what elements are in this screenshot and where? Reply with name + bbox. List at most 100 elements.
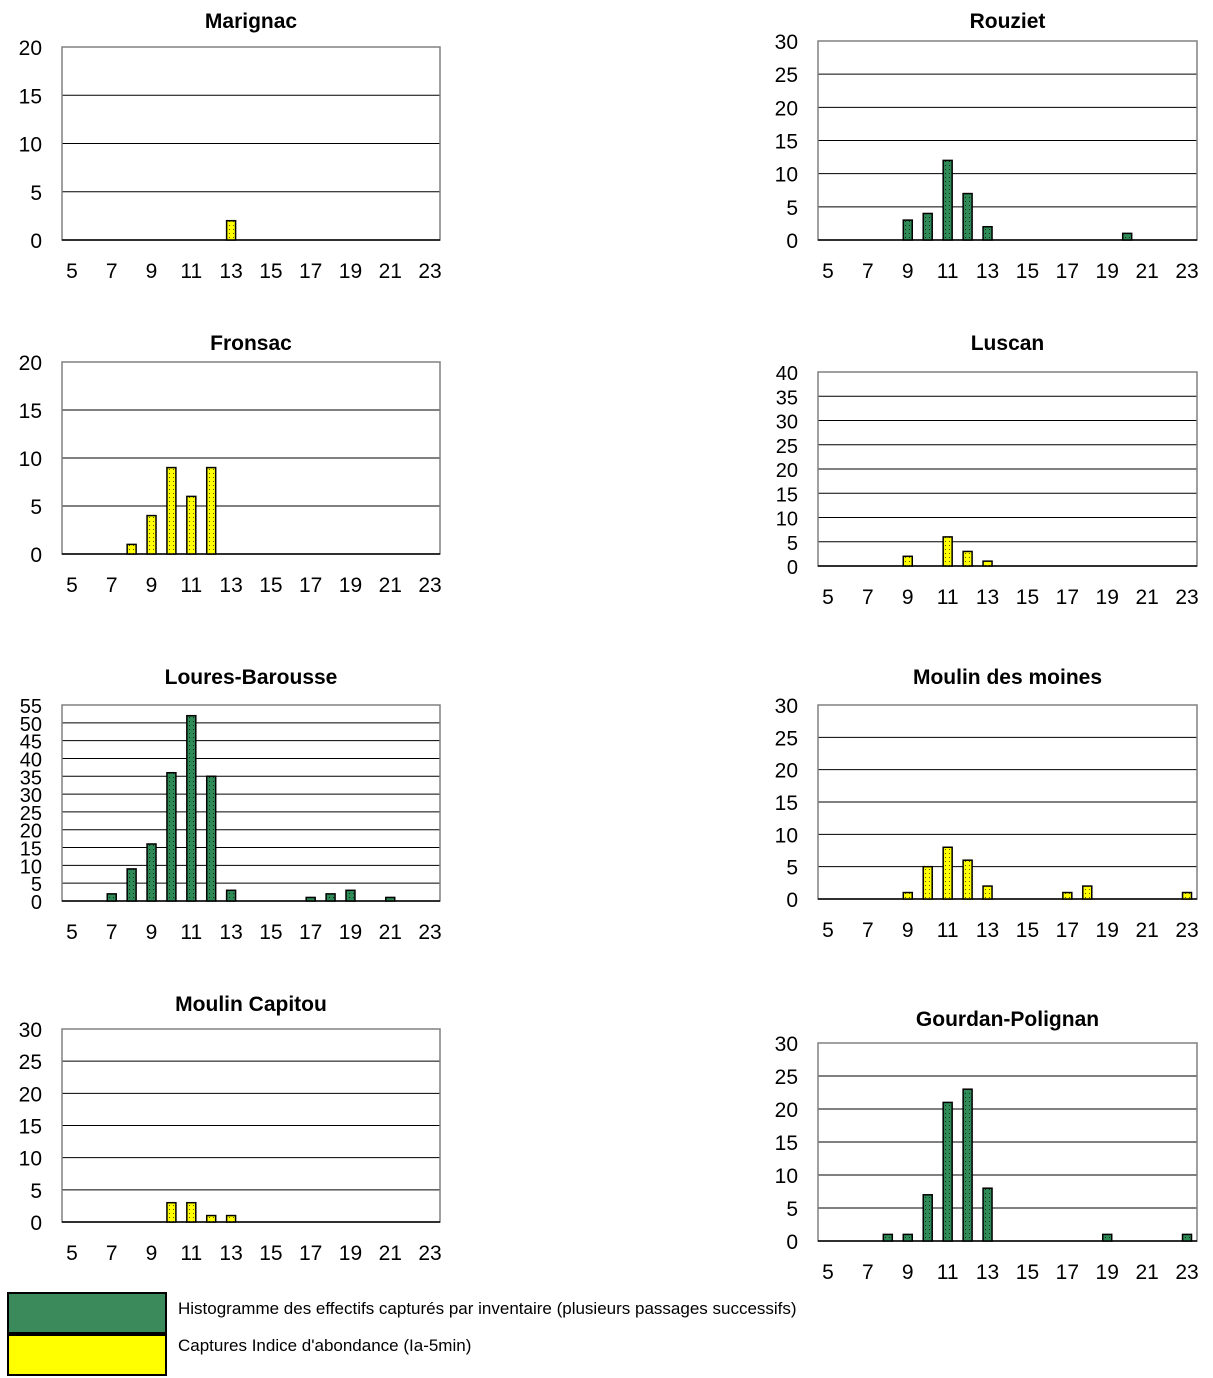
x-tick-label: 19 [339, 260, 362, 283]
bar [186, 714, 197, 902]
x-tick-label: 13 [976, 586, 999, 609]
y-tick-label: 25 [775, 1066, 798, 1089]
bar [1121, 232, 1133, 241]
bar [186, 495, 197, 555]
x-tick-label: 19 [339, 574, 362, 597]
y-tick-label: 5 [786, 197, 798, 220]
x-tick-label: 13 [976, 919, 999, 942]
bar [345, 889, 356, 902]
x-tick-label: 9 [902, 1261, 914, 1284]
y-tick-label: 10 [776, 509, 798, 531]
x-tick-label: 17 [1056, 260, 1079, 283]
legend: Histogramme des effectifs capturés par i… [0, 1290, 1213, 1378]
y-tick-label: 55 [20, 696, 42, 718]
x-tick-label: 19 [339, 921, 362, 944]
x-tick-label: 9 [146, 921, 158, 944]
chart-title: Moulin Capitou [175, 993, 327, 1016]
chart-title: Marignac [205, 10, 298, 33]
y-tick-label: 0 [786, 230, 798, 253]
bar [1062, 891, 1073, 900]
chart-5: Moulin des moines 0 5 10 15 20 25 30 5 7 9 11 13 15 17… [775, 666, 1199, 942]
bar [922, 1194, 933, 1242]
y-tick-label: 15 [19, 85, 42, 108]
y-tick-label: 15 [20, 839, 42, 861]
x-tick-label: 23 [418, 260, 441, 283]
y-tick-label: 25 [20, 803, 42, 825]
chart-0: Marignac 0 5 10 15 20 5 7 9 11 13 15 17 19 21 23 [19, 10, 442, 283]
bar [942, 846, 953, 900]
y-tick-label: 35 [776, 387, 798, 409]
y-tick-label: 40 [776, 363, 798, 385]
x-tick-label: 11 [937, 919, 959, 942]
x-tick-label: 7 [862, 1261, 874, 1284]
y-tick-label: 30 [776, 412, 798, 434]
y-tick-label: 15 [775, 1132, 798, 1155]
x-tick-label: 13 [219, 574, 242, 597]
x-tick-label: 11 [180, 574, 202, 597]
chart-title: Fronsac [210, 332, 292, 355]
y-tick-label: 0 [787, 557, 798, 579]
bar [205, 466, 217, 555]
x-tick-label: 7 [862, 586, 874, 609]
x-tick-label: 15 [1016, 1261, 1039, 1284]
legend-swatch-green [7, 1292, 167, 1334]
bar [225, 889, 237, 902]
x-tick-label: 21 [379, 260, 402, 283]
y-tick-label: 50 [20, 714, 42, 736]
y-tick-label: 0 [30, 1212, 42, 1235]
y-tick-label: 20 [19, 1083, 42, 1106]
y-tick-label: 30 [775, 695, 798, 718]
y-tick-label: 25 [776, 436, 798, 458]
x-tick-label: 23 [418, 574, 441, 597]
x-tick-label: 7 [106, 574, 118, 597]
y-tick-label: 10 [775, 1165, 798, 1188]
x-tick-label: 15 [1016, 919, 1039, 942]
x-tick-label: 19 [1096, 586, 1119, 609]
bar [166, 466, 177, 555]
chart-title: Moulin des moines [913, 666, 1102, 689]
bar [942, 536, 953, 567]
bar [962, 1088, 973, 1242]
y-tick-label: 10 [775, 824, 798, 847]
y-tick-label: 25 [775, 64, 798, 87]
y-tick-label: 20 [19, 352, 42, 375]
y-tick-label: 20 [775, 97, 798, 120]
x-tick-label: 9 [902, 919, 914, 942]
y-tick-label: 5 [30, 182, 42, 205]
bar [385, 896, 396, 902]
chart-6: Moulin Capitou 0 5 10 15 20 25 30 5 7 9 11 13 15 17 19 2… [19, 993, 442, 1265]
x-tick-label: 9 [146, 260, 158, 283]
bar [922, 212, 933, 241]
bar [962, 550, 973, 567]
x-tick-label: 17 [299, 574, 322, 597]
chart-2: Fronsac 0 5 10 15 20 5 7 9 11 13 15 17 19 21 23 [19, 332, 442, 597]
x-tick-label: 15 [1016, 260, 1039, 283]
y-tick-label: 10 [19, 1148, 42, 1171]
x-tick-label: 23 [1175, 260, 1198, 283]
x-tick-label: 13 [219, 921, 242, 944]
bar [146, 514, 157, 555]
x-tick-label: 17 [299, 921, 322, 944]
x-tick-label: 15 [259, 260, 282, 283]
y-tick-label: 0 [786, 1231, 798, 1254]
x-tick-label: 19 [1096, 919, 1119, 942]
x-tick-label: 13 [976, 260, 999, 283]
bar [882, 1233, 894, 1242]
bar [166, 771, 177, 902]
bar [1181, 1233, 1193, 1242]
bar [146, 843, 157, 902]
bar [902, 555, 914, 567]
y-tick-label: 10 [19, 134, 42, 157]
y-tick-label: 15 [775, 792, 798, 815]
x-tick-label: 23 [1175, 586, 1198, 609]
bar [225, 219, 237, 241]
x-tick-label: 19 [1096, 260, 1119, 283]
chart-title: Luscan [971, 332, 1045, 355]
plot-area [61, 704, 441, 902]
y-tick-label: 20 [776, 460, 798, 482]
x-tick-label: 13 [976, 1261, 999, 1284]
x-tick-label: 21 [1135, 260, 1158, 283]
y-tick-label: 40 [20, 749, 42, 771]
